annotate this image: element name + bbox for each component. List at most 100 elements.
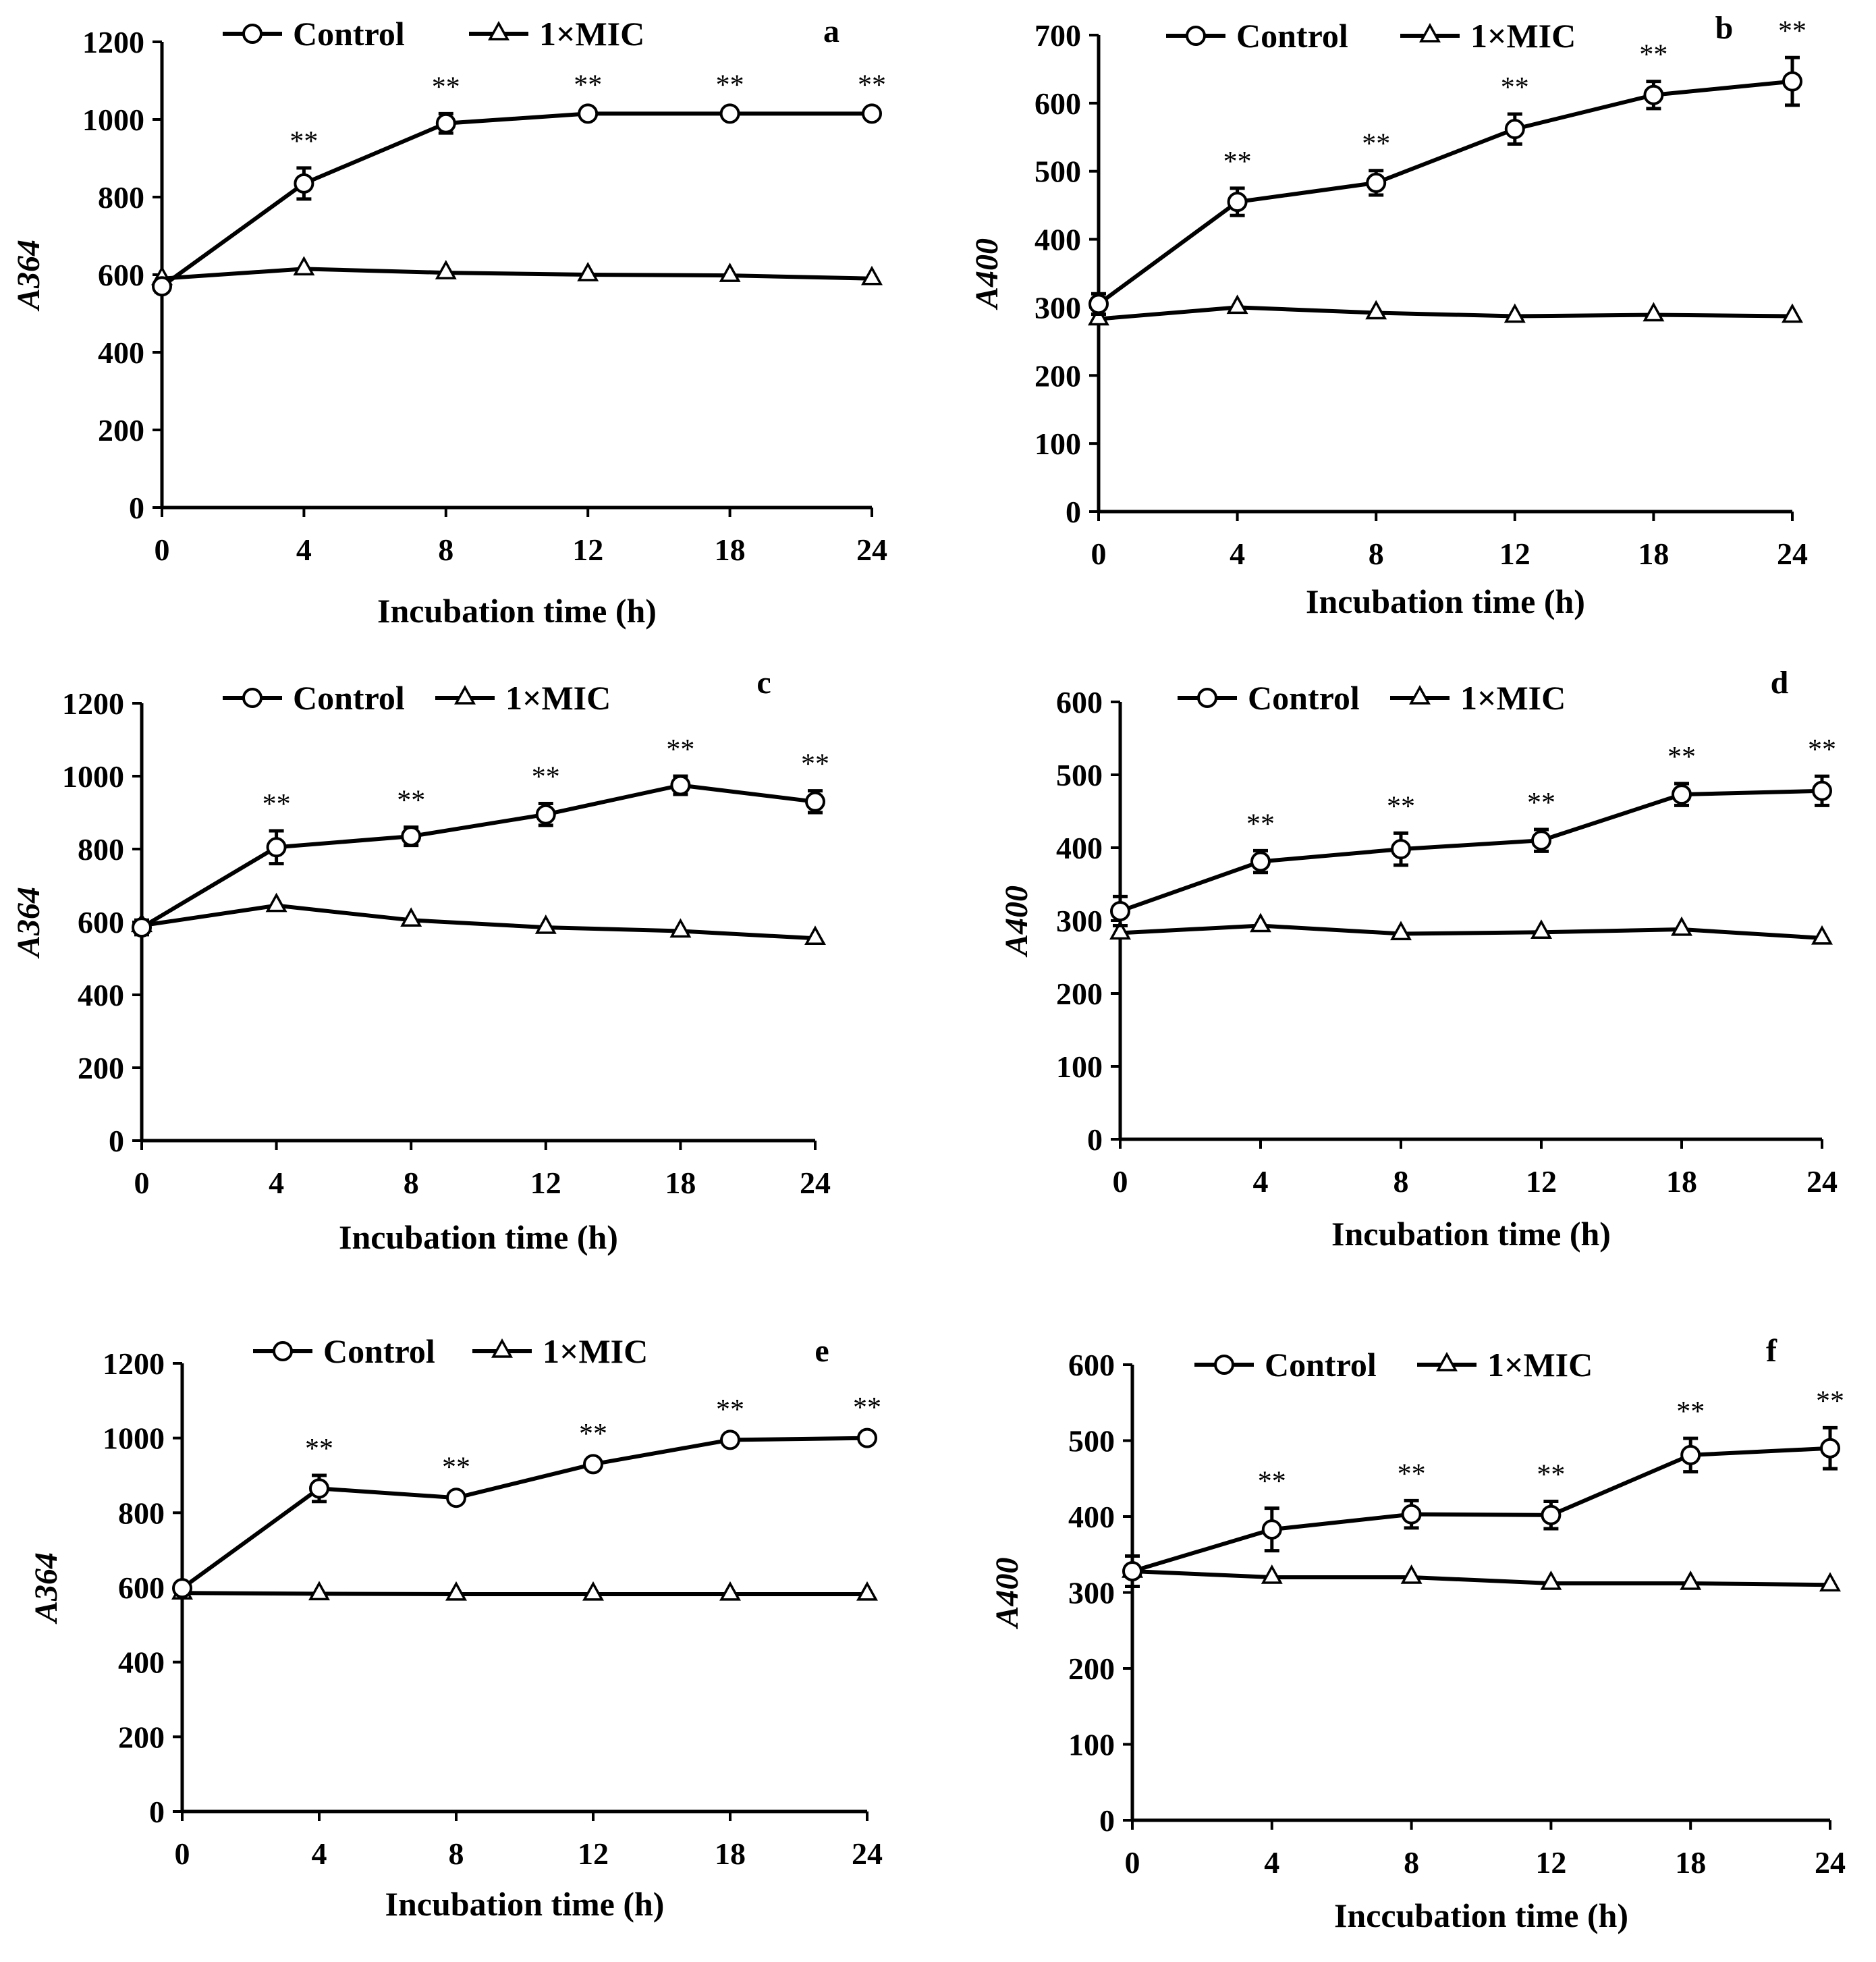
significance-marker: ** [1398,1459,1426,1490]
y-tick-label: 500 [1056,758,1103,792]
x-tick-label: 18 [1638,537,1669,571]
y-tick-label: 800 [118,1496,165,1530]
data-point-control [1531,830,1551,851]
x-tick-label: 24 [1815,1845,1846,1880]
legend-label: Control [1265,1346,1377,1384]
y-tick-label: 1200 [62,686,124,721]
data-point-mic [1680,1570,1702,1590]
y-tick-label: 0 [109,1124,124,1158]
significance-marker: ** [574,70,602,101]
data-point-mic [856,1581,878,1601]
data-point-mic [1811,925,1833,945]
y-axis-title: A364 [28,1552,64,1625]
data-point-mic [719,1581,741,1601]
y-tick-label: 800 [78,832,124,867]
legend-marker-triangle [1409,684,1431,705]
significance-marker: ** [1676,1396,1705,1427]
series-line-mic [182,1591,867,1596]
data-point-mic [293,256,315,276]
data-point-control [401,826,422,847]
data-point-mic [1819,1572,1841,1591]
legend-label: Control [323,1332,435,1370]
significance-marker: ** [666,734,694,765]
y-tick-label: 400 [78,978,124,1012]
y-tick-label: 0 [1066,495,1081,529]
panel-letter: a [823,13,839,49]
legend-marker-circle [1197,688,1217,708]
y-axis-title: A364 [11,887,47,959]
significance-marker: ** [305,1434,333,1465]
chart-panel-e: 0 200 400 600 800 1000 1200 0 4 8 12 18 24 Incubation… [28,1332,883,1923]
y-tick-label: 700 [1034,18,1081,53]
y-tick-label: 1200 [103,1346,165,1381]
significance-marker: ** [432,72,460,103]
x-tick-label: 12 [530,1166,561,1200]
data-point-control [294,173,314,194]
y-tick-label: 200 [98,413,144,447]
y-tick-label: 400 [1056,831,1103,865]
x-tick-label: 24 [852,1836,883,1871]
data-point-mic [1261,1564,1283,1584]
data-point-control [1672,784,1692,805]
significance-marker: ** [1501,72,1529,103]
x-tick-label: 12 [1499,537,1530,571]
chart-panel-a: 0 200 400 600 800 1000 1200 0 4 8 12 18 24 Incubation… [11,13,887,630]
chart-panel-b: 0 100 200 300 400 500 600 700 0 4 8 12 18 24 Incubatio… [969,10,1808,620]
y-tick-label: 600 [1056,685,1103,719]
legend-label: Control [293,679,405,717]
data-point-control [1820,1438,1840,1459]
x-tick-label: 4 [296,533,312,567]
data-point-control [309,1478,329,1499]
significance-marker: ** [1258,1467,1286,1498]
legend-label: 1×MIC [543,1332,648,1370]
x-axis-title: Incubation time (h) [339,1218,618,1256]
data-point-control [1541,1504,1562,1525]
y-tick-label: 1200 [82,25,144,59]
y-tick-label: 0 [129,491,144,525]
data-point-control [535,804,556,825]
data-point-control [1782,71,1802,92]
significance-marker: ** [858,70,886,101]
significance-marker: ** [1537,1460,1565,1491]
x-tick-label: 18 [715,1836,746,1871]
x-tick-label: 8 [1369,537,1384,571]
data-point-control [1122,1561,1142,1581]
y-tick-label: 0 [1087,1122,1103,1157]
significance-marker: ** [801,749,829,780]
data-point-mic [861,265,883,285]
x-tick-label: 12 [1526,1164,1557,1199]
series-line-control [1120,788,1823,913]
legend-marker-circle [1186,26,1206,46]
x-tick-label: 18 [665,1166,696,1200]
legend-label: 1×MIC [1460,679,1566,717]
data-point-control [172,1578,192,1599]
y-tick-label: 600 [98,258,144,292]
y-tick-label: 100 [1068,1728,1115,1762]
significance-marker: ** [532,762,560,793]
data-point-control [719,103,740,124]
x-tick-label: 18 [1666,1164,1697,1199]
x-axis-title: Inccubation time (h) [1334,1897,1628,1934]
y-axis-title: A364 [11,240,47,312]
y-tick-label: 1000 [62,759,124,794]
y-tick-label: 0 [1099,1803,1115,1838]
data-point-control [720,1429,740,1450]
significance-marker: ** [1667,742,1696,773]
data-point-control [857,1427,877,1448]
y-tick-label: 600 [78,905,124,939]
x-tick-label: 12 [572,533,603,567]
panel-letter: f [1766,1333,1777,1369]
significance-marker: ** [442,1452,470,1483]
legend-marker-triangle [1436,1351,1458,1371]
y-tick-label: 100 [1034,427,1081,461]
y-tick-label: 300 [1034,290,1081,325]
x-tick-label: 0 [1113,1164,1128,1199]
y-tick-label: 600 [1068,1348,1115,1382]
legend-marker-triangle [1419,22,1441,43]
x-tick-label: 12 [578,1836,609,1871]
data-point-mic [1643,302,1665,322]
x-tick-label: 8 [404,1166,419,1200]
x-tick-label: 4 [1264,1845,1279,1880]
x-axis-title: Incubation time (h) [385,1885,665,1923]
